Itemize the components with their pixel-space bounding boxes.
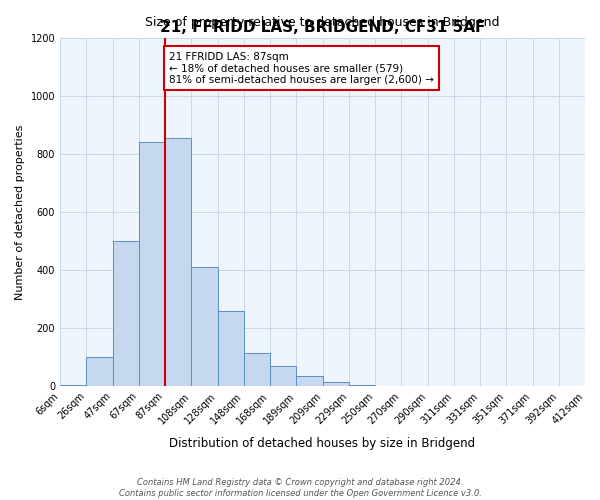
Bar [270, 366, 296, 386]
Bar [191, 267, 218, 386]
Text: Size of property relative to detached houses in Bridgend: Size of property relative to detached ho… [145, 16, 500, 29]
Text: 21 FFRIDD LAS: 87sqm
← 18% of detached houses are smaller (579)
81% of semi-deta: 21 FFRIDD LAS: 87sqm ← 18% of detached h… [169, 52, 434, 85]
Bar [218, 310, 244, 386]
Bar [139, 142, 165, 386]
Y-axis label: Number of detached properties: Number of detached properties [15, 124, 25, 300]
Bar [323, 382, 349, 386]
Bar [60, 384, 86, 386]
Bar [296, 376, 323, 386]
X-axis label: Distribution of detached houses by size in Bridgend: Distribution of detached houses by size … [169, 437, 476, 450]
Bar [113, 241, 139, 386]
Title: 21, FFRIDD LAS, BRIDGEND, CF31 5AF: 21, FFRIDD LAS, BRIDGEND, CF31 5AF [160, 20, 485, 35]
Bar [86, 357, 113, 386]
Bar [165, 138, 191, 386]
Bar [349, 384, 375, 386]
Bar [244, 352, 270, 386]
Text: Contains HM Land Registry data © Crown copyright and database right 2024.
Contai: Contains HM Land Registry data © Crown c… [119, 478, 481, 498]
